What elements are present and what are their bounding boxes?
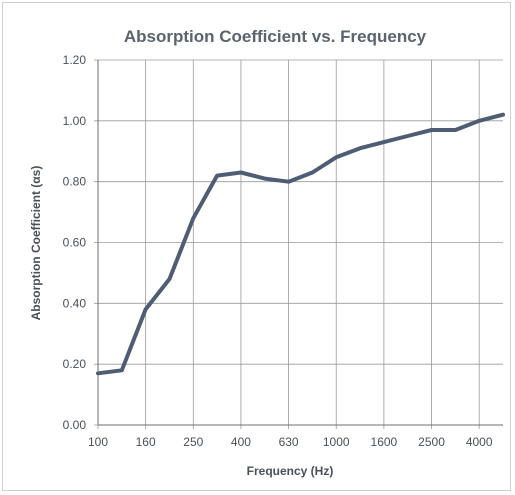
x-tick-label: 2500 bbox=[418, 435, 445, 449]
data-point bbox=[263, 177, 267, 181]
chart-frame bbox=[2, 2, 511, 491]
y-tick-label: 0.80 bbox=[63, 175, 87, 189]
data-point bbox=[310, 171, 314, 175]
grid bbox=[94, 59, 503, 429]
axes bbox=[97, 60, 503, 426]
data-point bbox=[215, 174, 219, 178]
y-tick-label: 0.40 bbox=[63, 296, 87, 310]
data-point bbox=[382, 140, 386, 144]
data-point bbox=[406, 134, 410, 138]
data-point bbox=[96, 371, 100, 375]
x-axis-label: Frequency (Hz) bbox=[247, 464, 334, 478]
x-tick-label: 100 bbox=[88, 435, 108, 449]
x-tick-label: 4000 bbox=[466, 435, 493, 449]
chart-title: Absorption Coefficient vs. Frequency bbox=[124, 27, 427, 46]
data-point bbox=[501, 113, 505, 117]
data-point bbox=[430, 128, 434, 132]
y-axis-ticks: 0.00 0.20 0.40 0.60 0.80 1.00 1.20 bbox=[63, 53, 87, 432]
series-group bbox=[96, 112, 505, 376]
y-tick-label: 0.00 bbox=[63, 418, 87, 432]
series-line bbox=[96, 112, 505, 376]
data-point bbox=[144, 307, 148, 311]
y-tick-label: 1.00 bbox=[63, 114, 87, 128]
y-tick-label: 0.20 bbox=[63, 357, 87, 371]
x-tick-label: 160 bbox=[136, 435, 156, 449]
data-point bbox=[191, 216, 195, 220]
y-tick-label: 1.20 bbox=[63, 53, 87, 67]
data-point bbox=[120, 368, 124, 372]
data-point bbox=[358, 146, 362, 150]
x-tick-label: 400 bbox=[231, 435, 251, 449]
data-point bbox=[453, 128, 457, 132]
data-point bbox=[477, 119, 481, 123]
x-axis-ticks: 100 160 250 400 630 1000 1600 2500 4000 bbox=[88, 435, 493, 449]
x-tick-label: 1600 bbox=[371, 435, 398, 449]
data-point bbox=[167, 277, 171, 281]
data-point bbox=[287, 180, 291, 184]
x-tick-label: 250 bbox=[183, 435, 203, 449]
data-point bbox=[334, 155, 338, 159]
data-point bbox=[239, 171, 243, 175]
x-tick-label: 1000 bbox=[323, 435, 350, 449]
x-tick-label: 630 bbox=[279, 435, 299, 449]
y-tick-label: 0.60 bbox=[63, 236, 87, 250]
y-axis-label: Absorption Coefficient (αs) bbox=[29, 166, 43, 321]
